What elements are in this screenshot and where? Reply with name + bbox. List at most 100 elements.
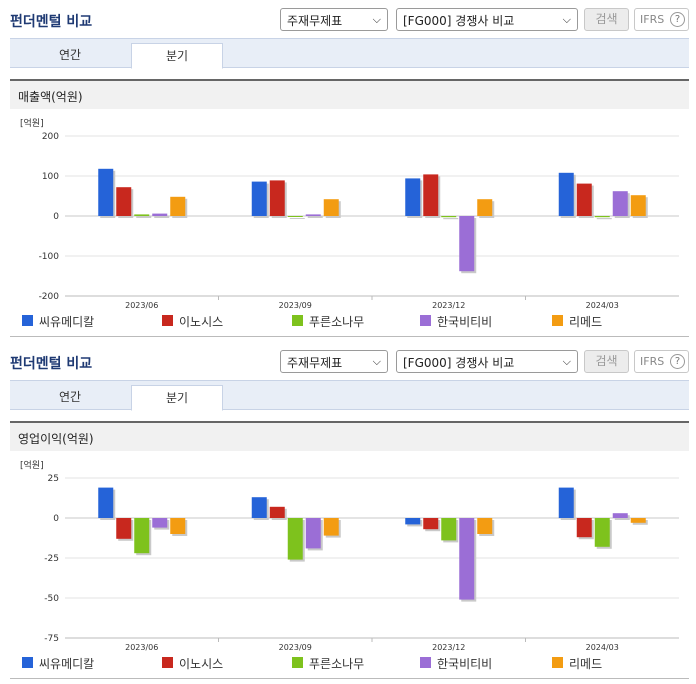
bar [116,187,132,216]
panel-title: 펀더멘털 비교 [10,356,93,372]
unit-label: [억원] [20,459,44,471]
x-tick-label: 2023/06 [125,643,158,651]
bar-shadow [154,215,170,218]
bar [251,497,267,518]
y-tick-label: 100 [42,172,59,182]
bar-shadow [443,218,459,220]
peer-group-select[interactable]: [FG000] 경쟁사 비교 ⌵ [396,8,578,31]
bar [305,214,321,216]
bar [269,506,285,518]
peer-group-select[interactable]: [FG000] 경쟁사 비교 ⌵ [396,350,578,373]
bar [441,216,457,218]
chart-title: 영업이익(억원) [18,432,94,446]
peer-group-value: [FG000] 경쟁사 비교 [403,356,515,370]
x-tick-label: 2024/03 [586,643,619,651]
bar [558,487,574,518]
legend-swatch [292,315,303,326]
statement-type-value: 주재무제표 [287,356,343,370]
legend-swatch [162,657,173,668]
bar [594,216,610,218]
legend-label: 이노시스 [179,315,224,329]
chevron-down-icon: ⌵ [372,13,381,26]
bar-shadow [289,218,305,219]
statement-type-select[interactable]: 주재무제표 ⌵ [280,350,388,373]
legend-label: 이노시스 [179,657,224,671]
x-tick-label: 2023/06 [125,301,158,309]
tab-annual[interactable]: 연간 [58,390,82,404]
bar [630,518,646,523]
legend-swatch [292,657,303,668]
bar [287,216,303,217]
ifrs-label: IFRS [640,355,665,368]
y-tick-label: -200 [39,292,60,302]
revenue-chart-box: 매출액(억원) [억원] 200 100 0 -100 -200 2023/06 2023/0… [10,79,689,337]
x-tick-label: 2024/03 [586,301,619,309]
operating-income-bar-chart: [억원] 25 0 -25 -50 -75 2023/06 2023/09 2023/12 202… [20,459,679,651]
unit-label: [억원] [20,117,44,129]
search-button[interactable]: 검색 [584,8,629,31]
peer-group-value: [FG000] 경쟁사 비교 [403,14,515,28]
bar [423,174,439,216]
ifrs-label: IFRS [640,13,665,26]
legend-label: 한국비티비 [437,657,493,671]
help-icon[interactable]: ? [670,12,685,27]
legend-label: 한국비티비 [437,315,493,329]
search-button[interactable]: 검색 [584,350,629,373]
bar [576,518,592,538]
chart-header: 매출액(억원) [10,79,689,109]
chart-title: 매출액(억원) [18,90,83,104]
bar [170,196,186,216]
bar [323,199,339,216]
y-tick-label: 200 [42,132,59,142]
revenue-bar-chart: [억원] 200 100 0 -100 -200 2023/06 2023/09 2023/12… [20,117,679,309]
ifrs-button[interactable]: IFRS ? [634,8,689,31]
bar [612,513,628,518]
period-tabs: 연간 분기 [10,38,689,69]
tab-annual[interactable]: 연간 [58,48,82,62]
bar [576,183,592,216]
bar [134,214,150,216]
tab-quarterly[interactable]: 분기 [131,385,223,411]
bar [152,213,168,216]
chevron-down-icon: ⌵ [562,355,571,368]
x-tick-label: 2023/12 [432,301,465,309]
fundamental-panel-revenue: 펀더멘털 비교 주재무제표 ⌵ [FG000] 경쟁사 비교 ⌵ 검색 IFRS… [0,0,696,337]
bar [423,518,439,530]
legend-swatch [552,657,563,668]
chevron-down-icon: ⌵ [562,13,571,26]
bar-shadow [596,218,612,220]
bar [98,487,114,518]
panel-header: 펀더멘털 비교 주재무제표 ⌵ [FG000] 경쟁사 비교 ⌵ 검색 IFRS… [0,342,696,378]
bar [405,518,421,525]
y-tick-label: -100 [39,252,60,262]
legend-swatch [552,315,563,326]
legend-swatch [162,315,173,326]
y-tick-label: -25 [44,554,59,564]
bar [558,172,574,216]
panel-header: 펀더멘털 비교 주재무제표 ⌵ [FG000] 경쟁사 비교 ⌵ 검색 IFRS… [0,0,696,36]
bar [594,518,610,547]
bar [170,518,186,534]
bar [459,216,475,272]
bar [287,518,303,560]
bar [630,195,646,216]
bar [405,178,421,216]
legend-label: 씨유메디칼 [39,657,95,671]
bar-shadow [307,216,323,218]
y-tick-label: 0 [53,514,59,524]
ifrs-button[interactable]: IFRS ? [634,350,689,373]
bar [477,518,493,534]
panel-title: 펀더멘털 비교 [10,14,93,30]
bar [305,518,321,549]
chart-header: 영업이익(억원) [10,421,689,451]
help-icon[interactable]: ? [670,354,685,369]
bar [459,518,475,600]
bar [323,518,339,536]
legend-label: 씨유메디칼 [39,315,95,329]
legend-label: 리메드 [569,657,603,671]
y-tick-label: -50 [44,594,59,604]
tab-quarterly[interactable]: 분기 [131,43,223,69]
statement-type-select[interactable]: 주재무제표 ⌵ [280,8,388,31]
x-tick-label: 2023/09 [279,301,312,309]
statement-type-value: 주재무제표 [287,14,343,28]
